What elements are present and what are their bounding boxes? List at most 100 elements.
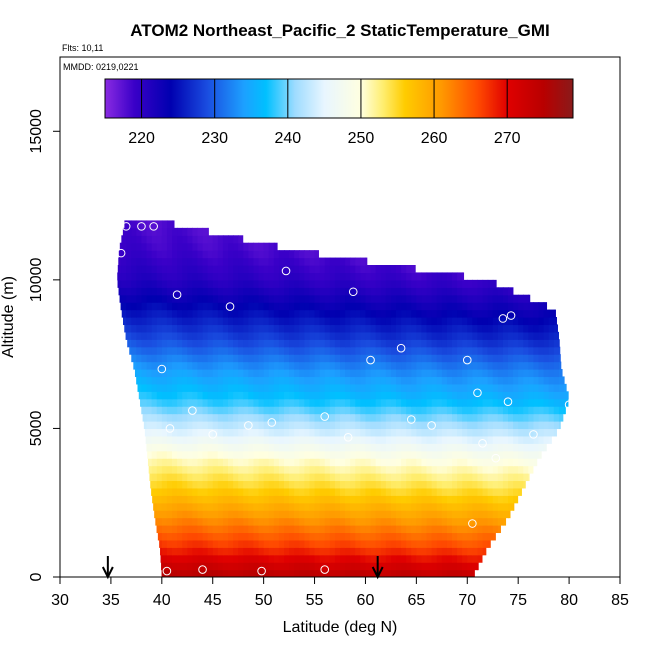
heatmap-cell	[406, 294, 412, 303]
heatmap-cell	[482, 413, 489, 422]
heatmap-cell	[273, 369, 280, 378]
heatmap-cell	[273, 331, 280, 340]
heatmap-cell	[360, 502, 367, 511]
heatmap-cell	[370, 279, 377, 288]
heatmap-cell	[380, 473, 387, 482]
heatmap-cell	[309, 331, 316, 340]
heatmap-cell	[222, 495, 229, 504]
heatmap-cell	[340, 257, 346, 266]
heatmap-cell	[416, 525, 423, 534]
heatmap-cell	[212, 339, 219, 348]
heatmap-cell	[401, 265, 407, 274]
heatmap-cell	[243, 354, 249, 363]
heatmap-cell	[345, 265, 351, 274]
heatmap-cell	[156, 480, 163, 489]
heatmap-cell	[426, 435, 433, 444]
heatmap-cell	[233, 465, 239, 474]
heatmap-cell	[329, 487, 336, 496]
heatmap-cell	[263, 346, 270, 355]
heatmap-cell	[243, 346, 249, 355]
heatmap-cell	[385, 324, 392, 333]
heatmap-cell	[238, 487, 244, 496]
heatmap-cell	[426, 487, 433, 496]
heatmap-cell	[243, 554, 249, 563]
heatmap-cell	[431, 413, 438, 422]
heatmap-cell	[452, 324, 458, 333]
heatmap-cell	[177, 391, 183, 400]
heatmap-cell	[187, 458, 193, 467]
heatmap-cell	[370, 346, 377, 355]
heatmap-cell	[334, 287, 341, 296]
heatmap-cell	[212, 480, 219, 489]
heatmap-cell	[385, 421, 392, 430]
heatmap-cell	[294, 324, 300, 333]
heatmap-cell	[436, 346, 443, 355]
heatmap-cell	[233, 250, 239, 259]
heatmap-cell	[202, 413, 209, 422]
heatmap-cell	[446, 428, 453, 437]
heatmap-cell	[421, 547, 428, 556]
heatmap-cell	[513, 413, 519, 422]
heatmap-cell	[268, 539, 275, 548]
heatmap-cell	[228, 398, 234, 407]
heatmap-cell	[177, 435, 183, 444]
heatmap-cell	[467, 525, 473, 534]
heatmap-cell	[416, 421, 423, 430]
heatmap-cell	[472, 309, 479, 318]
heatmap-cell	[268, 376, 275, 385]
heatmap-cell	[334, 465, 341, 474]
heatmap-cell	[152, 495, 158, 504]
heatmap-cell	[156, 383, 163, 392]
heatmap-cell	[207, 391, 214, 400]
heatmap-cell	[411, 391, 417, 400]
heatmap-cell	[141, 294, 148, 303]
heatmap-cell	[294, 562, 300, 571]
heatmap-cell	[233, 265, 239, 274]
heatmap-cell	[248, 465, 255, 474]
heatmap-cell	[217, 406, 224, 415]
heatmap-cell	[146, 361, 153, 370]
heatmap-cell	[207, 465, 214, 474]
heatmap-cell	[421, 279, 428, 288]
heatmap-cell	[238, 539, 244, 548]
heatmap-cell	[299, 250, 305, 259]
heatmap-cell	[324, 413, 331, 422]
heatmap-cell	[197, 569, 204, 577]
heatmap-cell	[187, 435, 193, 444]
heatmap-cell	[304, 413, 311, 422]
heatmap-cell	[355, 458, 361, 467]
heatmap-cell	[431, 383, 438, 392]
heatmap-cell	[238, 480, 244, 489]
heatmap-cell	[365, 443, 372, 452]
heatmap-cell	[273, 339, 280, 348]
heatmap-cell	[197, 532, 204, 541]
heatmap-cell	[365, 257, 368, 266]
heatmap-cell	[426, 562, 433, 571]
heatmap-cell	[278, 510, 285, 519]
heatmap-cell	[334, 376, 341, 385]
heatmap-cell	[294, 339, 300, 348]
heatmap-cell	[248, 354, 255, 363]
heatmap-cell	[533, 398, 540, 407]
heatmap-cell	[319, 376, 326, 385]
heatmap-cell	[289, 413, 295, 422]
heatmap-cell	[406, 443, 412, 452]
heatmap-cell	[166, 331, 173, 340]
heatmap-cell	[263, 421, 270, 430]
heatmap-cell	[294, 265, 300, 274]
heatmap-cell	[390, 532, 397, 541]
heatmap-cell	[228, 435, 234, 444]
heatmap-cell	[380, 569, 387, 577]
heatmap-cell	[212, 361, 219, 370]
heatmap-cell	[177, 406, 183, 415]
heatmap-cell	[304, 554, 311, 563]
heatmap-cell	[375, 324, 382, 333]
heatmap-cell	[289, 383, 295, 392]
heatmap-cell	[222, 428, 229, 437]
heatmap-cell	[334, 487, 341, 496]
heatmap-cell	[263, 391, 270, 400]
heatmap-cell	[350, 391, 356, 400]
heatmap-cell	[253, 517, 260, 526]
heatmap-cell	[426, 294, 433, 303]
heatmap-cell	[258, 346, 265, 355]
